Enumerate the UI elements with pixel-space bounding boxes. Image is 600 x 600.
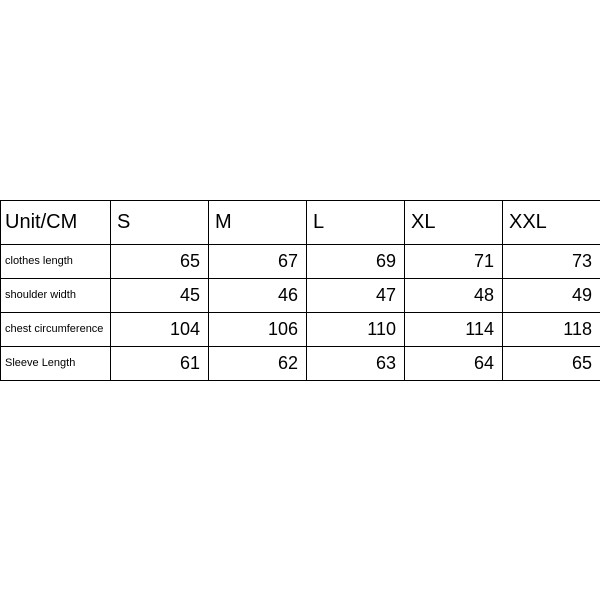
cell: 46 [209,279,307,313]
cell: 65 [111,245,209,279]
cell: 61 [111,347,209,381]
cell: 114 [405,313,503,347]
cell: 62 [209,347,307,381]
header-unit: Unit/CM [1,201,111,245]
cell: 71 [405,245,503,279]
row-label: chest circumference [1,313,111,347]
cell: 69 [307,245,405,279]
cell: 65 [503,347,600,381]
table-row: clothes length 65 67 69 71 73 [1,245,600,279]
table-row: Sleeve Length 61 62 63 64 65 [1,347,600,381]
cell: 73 [503,245,600,279]
header-size-xxl: XXL [503,201,600,245]
cell: 63 [307,347,405,381]
cell: 64 [405,347,503,381]
cell: 118 [503,313,600,347]
row-label: shoulder width [1,279,111,313]
table-row: chest circumference 104 106 110 114 118 [1,313,600,347]
header-size-s: S [111,201,209,245]
size-table-container: Unit/CM S M L XL XXL clothes length 65 6… [0,200,600,381]
header-size-l: L [307,201,405,245]
cell: 104 [111,313,209,347]
cell: 49 [503,279,600,313]
row-label: clothes length [1,245,111,279]
row-label: Sleeve Length [1,347,111,381]
cell: 48 [405,279,503,313]
header-size-xl: XL [405,201,503,245]
cell: 67 [209,245,307,279]
cell: 110 [307,313,405,347]
cell: 47 [307,279,405,313]
size-table: Unit/CM S M L XL XXL clothes length 65 6… [0,200,600,381]
cell: 106 [209,313,307,347]
table-header-row: Unit/CM S M L XL XXL [1,201,600,245]
table-row: shoulder width 45 46 47 48 49 [1,279,600,313]
header-size-m: M [209,201,307,245]
cell: 45 [111,279,209,313]
